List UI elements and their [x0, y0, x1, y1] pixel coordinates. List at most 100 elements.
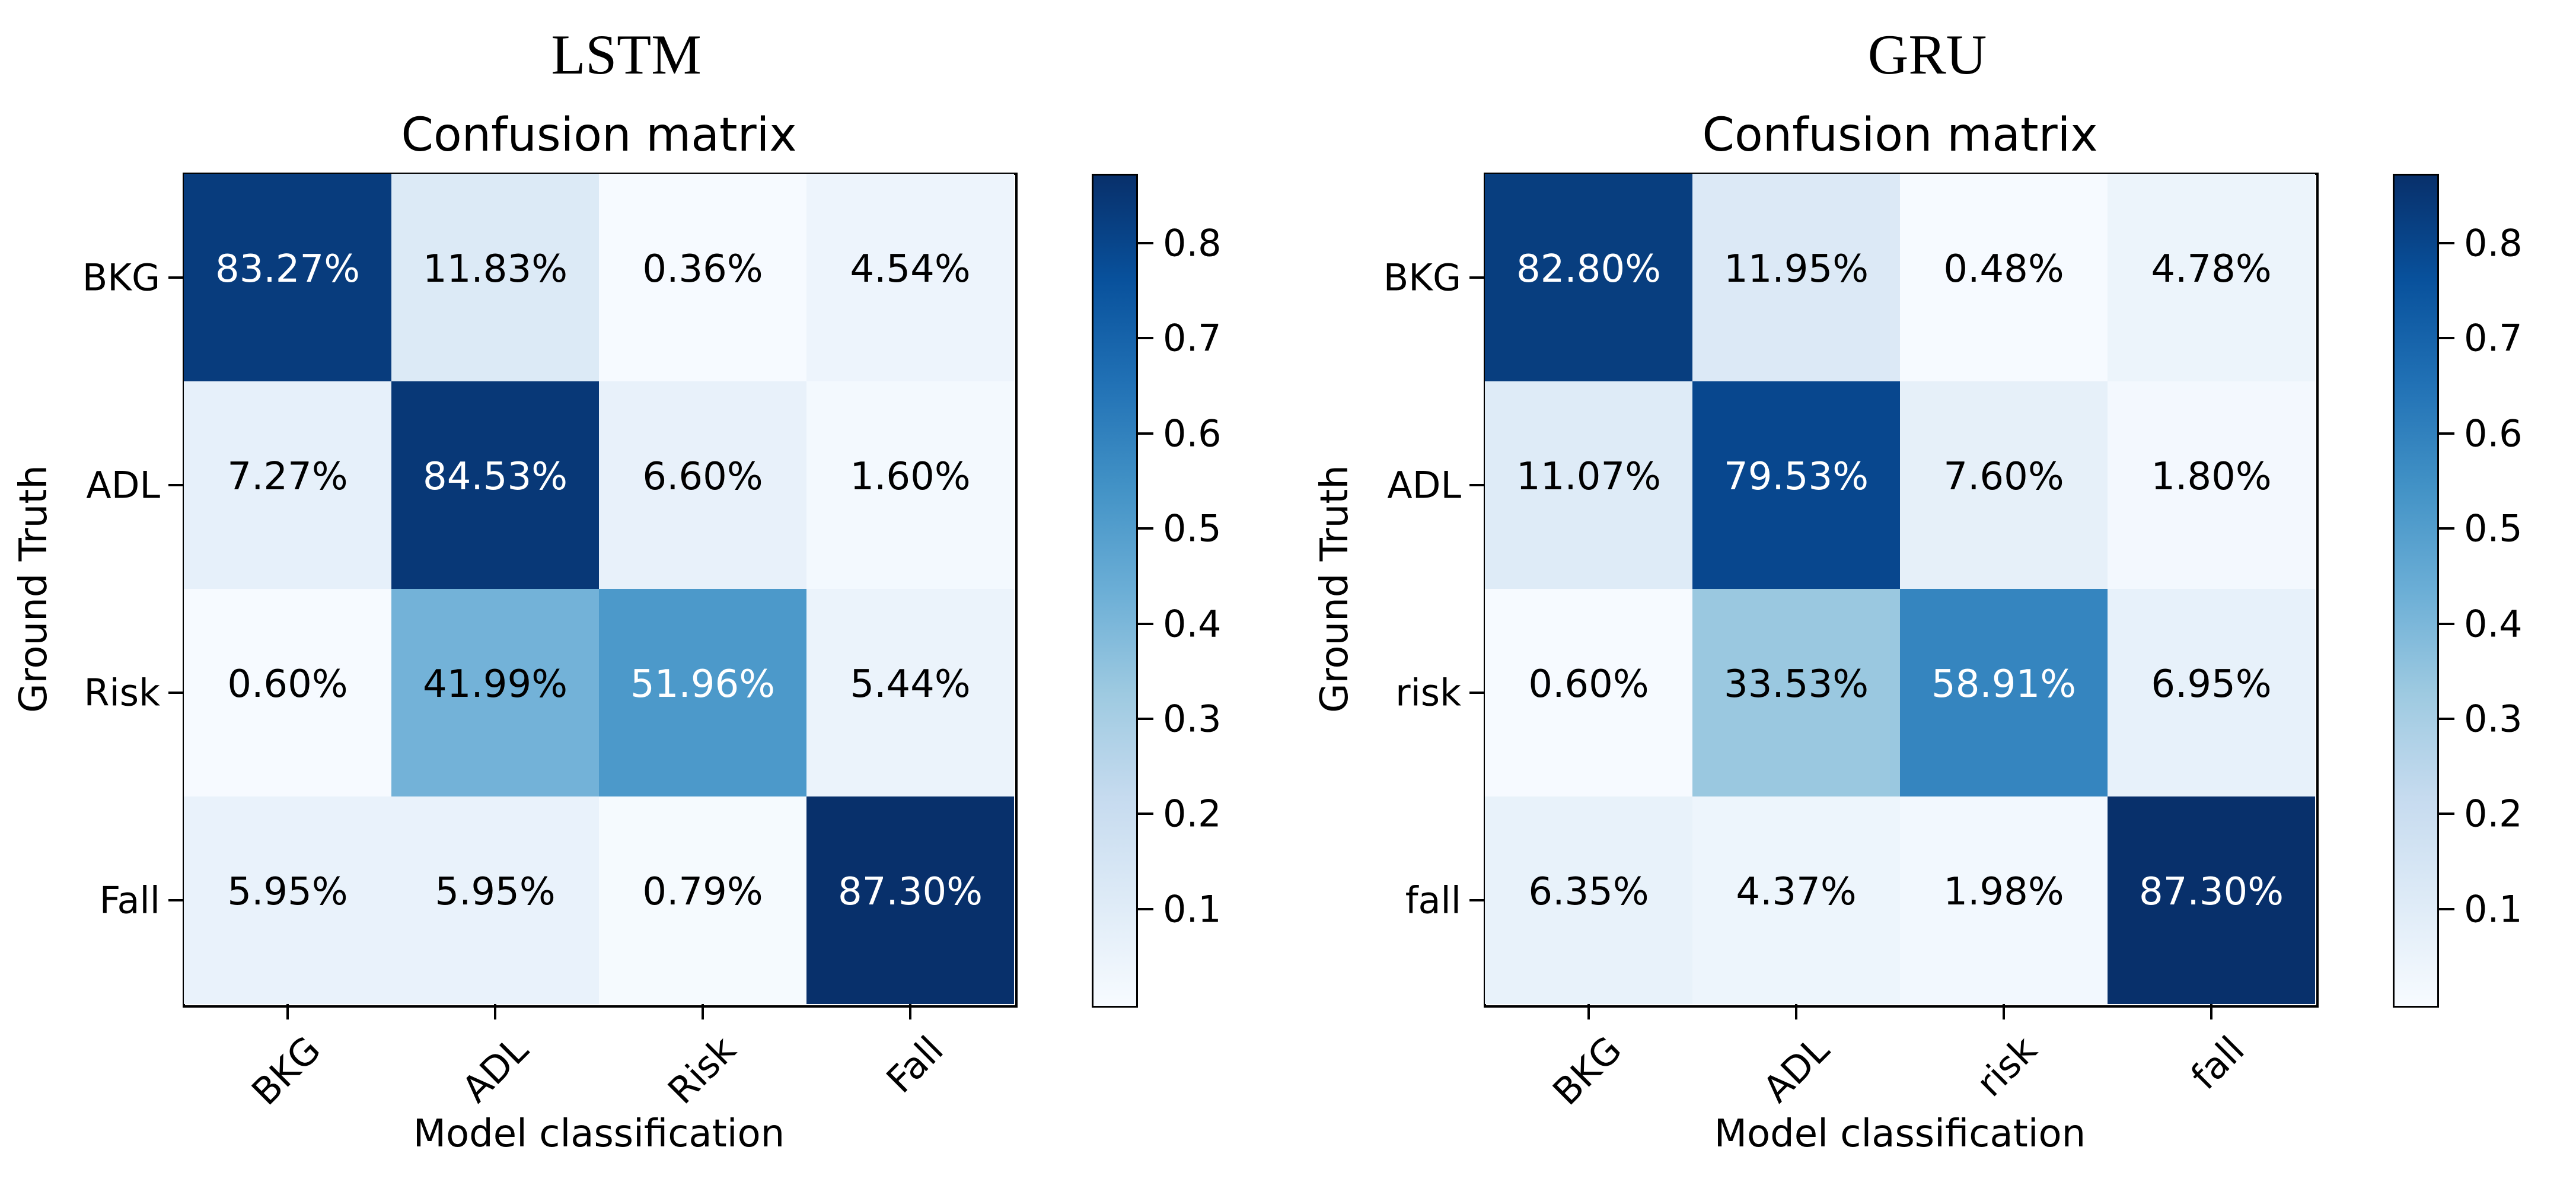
x-tick-mark: [1587, 1004, 1590, 1019]
colorbar-tick-label: 0.3: [2464, 697, 2523, 741]
cell-value: 11.95%: [1723, 247, 1869, 291]
y-tick-label: ADL: [86, 463, 160, 507]
cell-value: 0.60%: [227, 662, 348, 706]
cell-value: 58.91%: [1931, 662, 2077, 706]
matrix-cell: 1.98%: [1900, 796, 2108, 1004]
colorbar-tick-mark: [2439, 717, 2454, 720]
colorbar-tick-label: 0.5: [2464, 506, 2523, 550]
y-tick-mark: [168, 276, 184, 279]
matrix-cell: 1.80%: [2108, 381, 2315, 589]
colorbar-tick-label: 0.1: [1163, 887, 1222, 931]
y-tick-label: BKG: [1383, 256, 1461, 300]
cell-value: 11.07%: [1516, 455, 1662, 499]
colorbar-tick-mark: [1138, 432, 1153, 435]
cell-value: 6.35%: [1528, 870, 1649, 914]
cell-value: 84.53%: [422, 455, 568, 499]
matrix-cell: 79.53%: [1692, 381, 1900, 589]
x-tick-mark: [702, 1004, 704, 1019]
matrix-cell: 87.30%: [2108, 796, 2315, 1004]
colorbar-tick-mark: [2439, 432, 2454, 435]
y-tick-mark: [1469, 276, 1485, 279]
colorbar-tick-mark: [2439, 813, 2454, 815]
x-tick-mark: [286, 1004, 289, 1019]
colorbar-tick-label: 0.5: [1163, 506, 1222, 550]
colorbar-lstm: [1092, 174, 1138, 1008]
cell-value: 4.37%: [1736, 870, 1857, 914]
y-tick-label: Fall: [99, 878, 160, 922]
axes-title-gru: Confusion matrix: [1702, 109, 2098, 162]
matrix-cell: 11.83%: [391, 174, 599, 381]
cell-value: 33.53%: [1723, 662, 1869, 706]
colorbar-tick-mark: [1138, 813, 1153, 815]
x-tick-mark: [2210, 1004, 2212, 1019]
cell-value: 79.53%: [1723, 455, 1869, 499]
colorbar-tick-label: 0.3: [1163, 697, 1222, 741]
colorbar-tick-label: 0.1: [2464, 887, 2523, 931]
colorbar-gru: [2393, 174, 2439, 1008]
matrix-cell: 0.60%: [184, 589, 391, 796]
cell-value: 87.30%: [837, 870, 983, 914]
matrix-cell: 11.95%: [1692, 174, 1900, 381]
y-tick-mark: [168, 484, 184, 486]
matrix-cell: 4.54%: [806, 174, 1014, 381]
axes-title-lstm: Confusion matrix: [401, 109, 797, 162]
x-tick-label: ADL: [453, 1028, 537, 1111]
matrix-cell: 7.60%: [1900, 381, 2108, 589]
matrix-cell: 4.78%: [2108, 174, 2315, 381]
x-tick-mark: [909, 1004, 911, 1019]
matrix-cell: 82.80%: [1485, 174, 1692, 381]
cell-value: 4.54%: [850, 247, 971, 291]
cell-value: 41.99%: [422, 662, 568, 706]
cell-value: 1.98%: [1943, 870, 2064, 914]
cell-value: 6.60%: [642, 455, 763, 499]
y-tick-mark: [1469, 692, 1485, 694]
x-axis-label-lstm: Model classification: [413, 1112, 785, 1156]
cell-value: 4.78%: [2151, 247, 2272, 291]
colorbar-tick-label: 0.8: [2464, 221, 2523, 265]
y-tick-mark: [1469, 899, 1485, 901]
matrix-cell: 5.44%: [806, 589, 1014, 796]
colorbar-tick-mark: [1138, 622, 1153, 625]
matrix-cell: 84.53%: [391, 381, 599, 589]
x-tick-mark: [1795, 1004, 1797, 1019]
colorbar-tick-label: 0.7: [1163, 316, 1222, 360]
cell-value: 6.95%: [2151, 662, 2272, 706]
colorbar-tick-mark: [2439, 242, 2454, 245]
cell-value: 0.48%: [1943, 247, 2064, 291]
matrix-cell: 11.07%: [1485, 381, 1692, 589]
y-tick-mark: [168, 692, 184, 694]
matrix-cell: 0.36%: [599, 174, 806, 381]
cell-value: 0.60%: [1528, 662, 1649, 706]
matrix-cell: 6.60%: [599, 381, 806, 589]
matrix-cell: 4.37%: [1692, 796, 1900, 1004]
cell-value: 1.80%: [2151, 455, 2272, 499]
y-tick-label: Risk: [84, 671, 160, 715]
x-tick-label: risk: [1968, 1028, 2045, 1105]
cell-value: 82.80%: [1516, 247, 1662, 291]
matrix-cell: 58.91%: [1900, 589, 2108, 796]
x-tick-label: BKG: [243, 1028, 329, 1114]
colorbar-tick-mark: [1138, 242, 1153, 245]
colorbar-tick-label: 0.6: [2464, 412, 2523, 455]
x-tick-label: fall: [2182, 1028, 2253, 1098]
matrix-cell: 5.95%: [184, 796, 391, 1004]
cell-value: 5.44%: [850, 662, 971, 706]
matrix-cell: 1.60%: [806, 381, 1014, 589]
y-axis-label-gru: Ground Truth: [1313, 465, 1357, 713]
x-tick-mark: [2003, 1004, 2005, 1019]
y-tick-label: risk: [1395, 671, 1461, 715]
matrix-cell: 6.95%: [2108, 589, 2315, 796]
colorbar-tick-mark: [2439, 337, 2454, 340]
matrix-cell: 83.27%: [184, 174, 391, 381]
heatmap-axes-lstm: 83.27% 11.83% 0.36% 4.54% 7.27% 84.53% 6.60% 1.…: [183, 173, 1018, 1008]
x-tick-label: ADL: [1754, 1028, 1838, 1111]
x-tick-label: BKG: [1544, 1028, 1630, 1114]
matrix-cell: 33.53%: [1692, 589, 1900, 796]
colorbar-tick-label: 0.4: [2464, 602, 2523, 646]
matrix-cell: 0.48%: [1900, 174, 2108, 381]
cell-value: 7.60%: [1943, 455, 2064, 499]
y-tick-label: BKG: [82, 256, 160, 300]
cell-value: 1.60%: [850, 455, 971, 499]
x-tick-label: Fall: [878, 1028, 952, 1102]
